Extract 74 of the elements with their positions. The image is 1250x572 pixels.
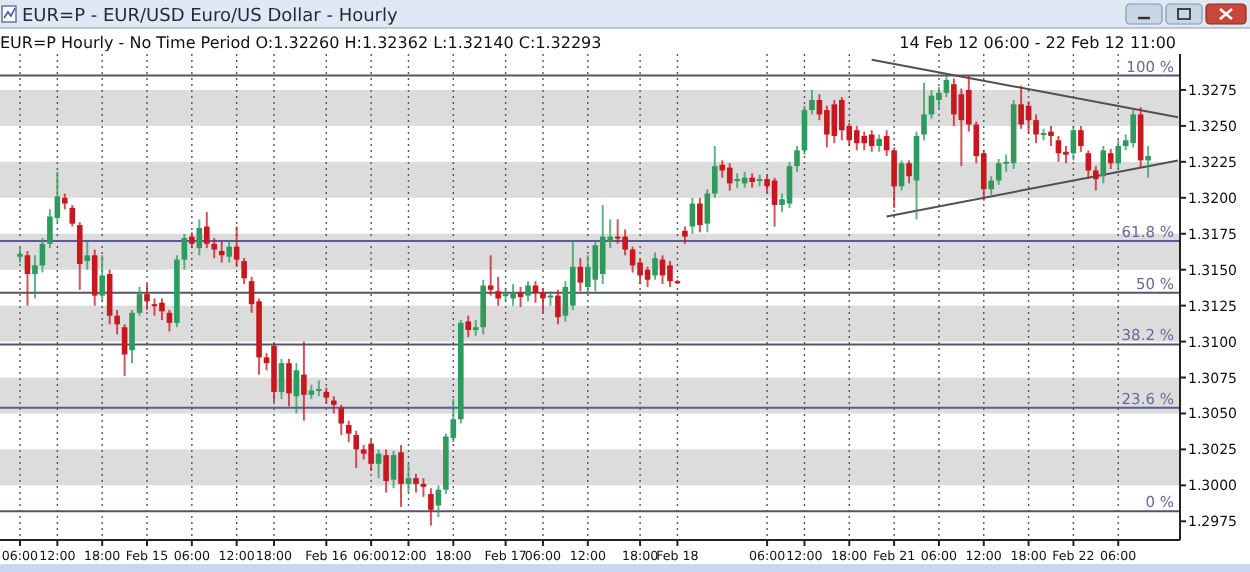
candlestick — [510, 283, 516, 307]
candlestick — [831, 99, 838, 145]
candlestick — [144, 283, 150, 311]
candlestick — [577, 257, 584, 293]
candlestick — [1093, 165, 1099, 192]
candlestick — [1107, 147, 1114, 171]
candlestick — [570, 239, 576, 311]
candlestick — [218, 239, 225, 264]
candlestick — [839, 96, 845, 142]
candlestick — [614, 218, 621, 245]
candlestick — [555, 288, 561, 326]
candlestick — [1100, 145, 1107, 185]
candlestick — [1115, 139, 1122, 171]
candlestick — [465, 314, 472, 339]
candlestick — [853, 124, 860, 152]
candlestick — [398, 444, 404, 508]
candlestick — [726, 162, 733, 192]
candlestick — [824, 104, 830, 149]
candlestick — [667, 260, 673, 288]
candlestick — [1145, 145, 1151, 179]
candlestick — [420, 477, 427, 498]
candlestick — [390, 449, 397, 490]
candlestick — [293, 362, 300, 415]
candlestick — [413, 472, 419, 494]
candlestick — [532, 280, 539, 304]
candlestick — [353, 429, 359, 470]
candlestick — [906, 159, 912, 185]
candlestick — [1018, 84, 1024, 130]
candlestick — [383, 448, 389, 494]
candlestick — [547, 290, 554, 307]
candlestick — [943, 74, 950, 99]
candlestick — [428, 487, 434, 527]
candlestick — [697, 196, 703, 234]
candlestick — [24, 249, 31, 307]
candlestick — [338, 403, 345, 437]
candlestick — [121, 323, 128, 378]
text: 14 Feb 12 06:00 - 22 Feb 12 11:00 — [899, 34, 1176, 52]
chart-title: EUR=P - EUR/USD Euro/US Dollar - Hourly — [22, 7, 400, 27]
candlestick — [599, 203, 606, 286]
candlestick — [1048, 124, 1054, 148]
candlestick — [861, 130, 868, 152]
chart-subtitle: EUR=P Hourly - No Time Period O:1.32260 H:1.32362 L:1.32140 C:1.32293 — [0, 34, 602, 52]
candlestick — [995, 157, 1002, 186]
candlestick — [76, 221, 83, 291]
candlestick — [958, 87, 965, 168]
candlestick — [136, 285, 143, 317]
candlestick — [84, 239, 91, 271]
candlestick — [99, 254, 105, 303]
candlestick — [1130, 109, 1136, 149]
candlestick — [1055, 134, 1062, 163]
candlestick — [592, 239, 599, 293]
candlestick — [988, 175, 995, 196]
candlestick — [712, 145, 718, 199]
candlestick — [226, 239, 232, 264]
candlestick — [540, 287, 546, 314]
candlestick — [809, 88, 815, 116]
candlestick — [368, 438, 374, 472]
candlestick — [652, 251, 658, 281]
candlestick — [1078, 124, 1084, 153]
candlestick — [203, 211, 210, 250]
candlestick — [405, 462, 412, 494]
candlestick — [301, 340, 307, 422]
candlestick — [734, 172, 741, 189]
candlestick — [91, 248, 98, 307]
candlestick — [525, 280, 531, 303]
candlestick — [271, 342, 277, 403]
candlestick — [151, 297, 158, 317]
candlestick — [286, 357, 292, 408]
candlestick — [278, 357, 285, 401]
candlestick — [487, 254, 494, 297]
candlestick — [480, 278, 486, 336]
candlestick — [129, 308, 135, 365]
candlestick — [106, 268, 113, 326]
candlestick — [704, 188, 711, 234]
